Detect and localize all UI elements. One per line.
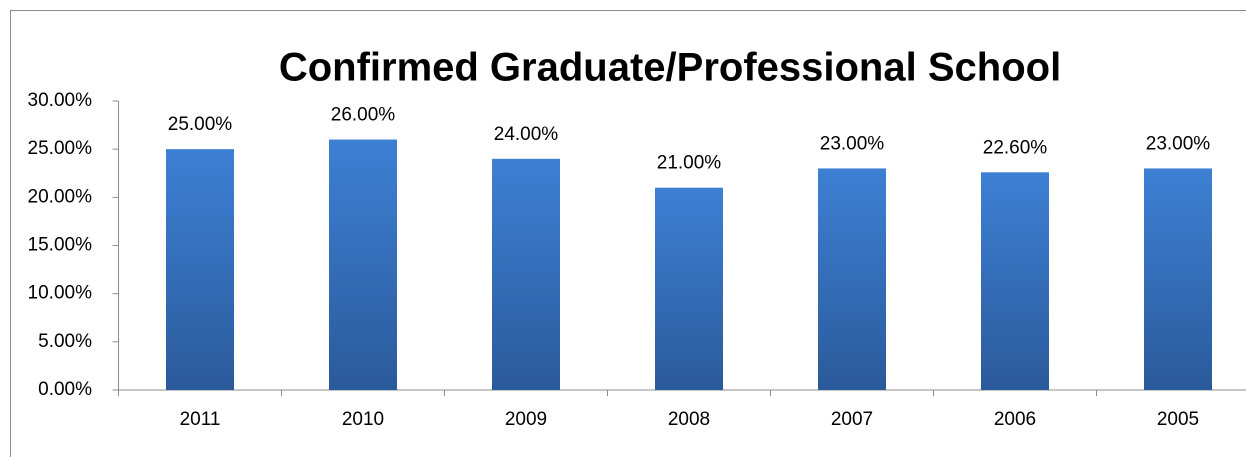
bar bbox=[981, 172, 1049, 390]
bar bbox=[492, 158, 560, 390]
y-tick-label: 5.00% bbox=[38, 331, 92, 352]
bar bbox=[329, 139, 397, 390]
y-tick-label: 25.00% bbox=[28, 138, 93, 159]
x-tick-label: 2006 bbox=[994, 409, 1036, 430]
bar bbox=[818, 168, 886, 390]
bar bbox=[1144, 168, 1212, 390]
y-tick-label: 15.00% bbox=[28, 235, 93, 256]
y-tick-label: 30.00% bbox=[28, 90, 93, 111]
x-tick-label: 2008 bbox=[668, 409, 710, 430]
data-label: 21.00% bbox=[657, 153, 722, 174]
y-tick-label: 20.00% bbox=[28, 186, 93, 207]
x-tick-label: 2007 bbox=[831, 409, 873, 430]
x-tick-label: 2010 bbox=[342, 409, 384, 430]
data-label: 23.00% bbox=[1146, 133, 1211, 154]
data-label: 23.00% bbox=[820, 133, 885, 154]
x-tick-label: 2011 bbox=[180, 409, 221, 430]
data-label: 24.00% bbox=[494, 124, 559, 145]
bar bbox=[166, 149, 234, 390]
chart-title: Confirmed Graduate/Professional School bbox=[279, 46, 1061, 90]
y-tick-label: 0.00% bbox=[38, 379, 92, 400]
bar bbox=[655, 187, 723, 390]
data-label: 26.00% bbox=[331, 105, 396, 126]
data-label: 25.00% bbox=[168, 114, 233, 135]
x-tick-label: 2005 bbox=[1157, 409, 1199, 430]
y-tick-label: 10.00% bbox=[28, 283, 93, 304]
x-tick-label: 2009 bbox=[505, 409, 547, 430]
data-label: 22.60% bbox=[983, 137, 1048, 158]
chart-border bbox=[10, 10, 1246, 457]
